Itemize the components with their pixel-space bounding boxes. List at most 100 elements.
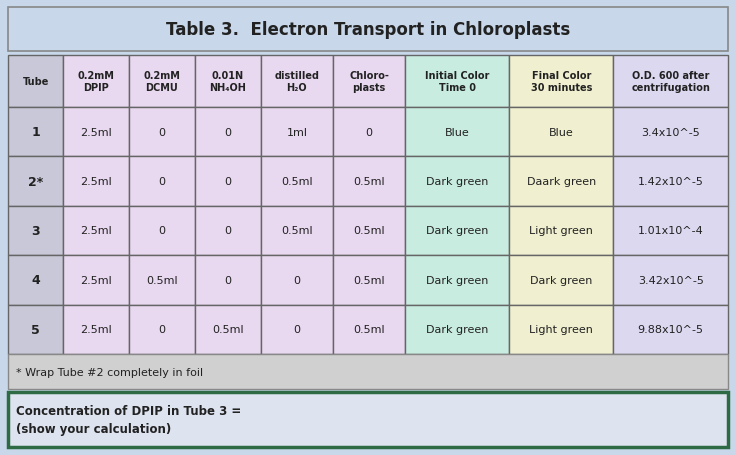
- Bar: [613, 207, 728, 256]
- Bar: [129, 305, 195, 354]
- Bar: [333, 157, 406, 207]
- Text: Blue: Blue: [549, 127, 573, 137]
- Text: Dark green: Dark green: [530, 275, 592, 285]
- Bar: [333, 207, 406, 256]
- Bar: [8, 108, 63, 157]
- Text: 0: 0: [158, 127, 166, 137]
- Bar: [63, 157, 129, 207]
- Bar: [613, 56, 728, 108]
- Text: Dark green: Dark green: [426, 275, 489, 285]
- Bar: [333, 256, 406, 305]
- Text: 3.42x10^-5: 3.42x10^-5: [637, 275, 704, 285]
- Text: * Wrap Tube #2 completely in foil: * Wrap Tube #2 completely in foil: [16, 367, 203, 377]
- Text: 2.5ml: 2.5ml: [80, 177, 112, 187]
- Text: Light green: Light green: [529, 226, 593, 236]
- Bar: [509, 256, 613, 305]
- Bar: [509, 56, 613, 108]
- Bar: [333, 305, 406, 354]
- Text: 0.5ml: 0.5ml: [353, 324, 385, 334]
- Text: 0.5ml: 0.5ml: [353, 226, 385, 236]
- Text: 0: 0: [158, 324, 166, 334]
- Text: 0.5ml: 0.5ml: [353, 177, 385, 187]
- Text: 0: 0: [158, 177, 166, 187]
- Bar: [8, 256, 63, 305]
- Text: Dark green: Dark green: [426, 226, 489, 236]
- Bar: [63, 56, 129, 108]
- Text: 0: 0: [366, 127, 372, 137]
- Text: Daark green: Daark green: [527, 177, 596, 187]
- Bar: [261, 207, 333, 256]
- Text: Tube: Tube: [22, 77, 49, 87]
- Text: 0: 0: [294, 324, 300, 334]
- Bar: [195, 108, 261, 157]
- Text: 0: 0: [224, 127, 231, 137]
- Bar: [509, 157, 613, 207]
- Bar: [129, 256, 195, 305]
- Text: Chloro-
plasts: Chloro- plasts: [349, 71, 389, 93]
- Bar: [8, 392, 728, 447]
- Text: 0.01N
NH₄OH: 0.01N NH₄OH: [209, 71, 247, 93]
- Bar: [406, 157, 509, 207]
- Bar: [406, 305, 509, 354]
- Bar: [509, 207, 613, 256]
- Text: Dark green: Dark green: [426, 177, 489, 187]
- Bar: [509, 108, 613, 157]
- Text: Dark green: Dark green: [426, 324, 489, 334]
- Text: 2.5ml: 2.5ml: [80, 324, 112, 334]
- Text: 0.5ml: 0.5ml: [212, 324, 244, 334]
- Bar: [261, 157, 333, 207]
- Bar: [195, 305, 261, 354]
- Text: Blue: Blue: [445, 127, 470, 137]
- Bar: [333, 108, 406, 157]
- Bar: [613, 305, 728, 354]
- Text: Concentration of DPIP in Tube 3 =: Concentration of DPIP in Tube 3 =: [16, 404, 241, 417]
- Text: 0: 0: [224, 226, 231, 236]
- Bar: [406, 207, 509, 256]
- Text: 0: 0: [158, 226, 166, 236]
- Text: 3.4x10^-5: 3.4x10^-5: [641, 127, 700, 137]
- Bar: [63, 207, 129, 256]
- Text: 2.5ml: 2.5ml: [80, 275, 112, 285]
- Bar: [195, 256, 261, 305]
- Bar: [129, 108, 195, 157]
- Text: 0.5ml: 0.5ml: [353, 275, 385, 285]
- Text: 1ml: 1ml: [286, 127, 308, 137]
- Bar: [406, 108, 509, 157]
- Bar: [63, 305, 129, 354]
- Text: 0.2mM
DPIP: 0.2mM DPIP: [78, 71, 115, 93]
- Bar: [261, 305, 333, 354]
- Bar: [8, 56, 63, 108]
- Text: 1.01x10^-4: 1.01x10^-4: [638, 226, 704, 236]
- Bar: [129, 56, 195, 108]
- Text: 0.2mM
DCMU: 0.2mM DCMU: [144, 71, 180, 93]
- Text: 2.5ml: 2.5ml: [80, 226, 112, 236]
- Bar: [8, 207, 63, 256]
- Text: (show your calculation): (show your calculation): [16, 422, 171, 435]
- Bar: [261, 256, 333, 305]
- Bar: [8, 8, 728, 52]
- Text: 3: 3: [32, 224, 40, 238]
- Text: 0.5ml: 0.5ml: [146, 275, 178, 285]
- Text: Initial Color
Time 0: Initial Color Time 0: [425, 71, 489, 93]
- Text: Light green: Light green: [529, 324, 593, 334]
- Text: distilled
H₂O: distilled H₂O: [275, 71, 319, 93]
- Text: 2*: 2*: [28, 175, 43, 188]
- Text: Final Color
30 minutes: Final Color 30 minutes: [531, 71, 592, 93]
- Bar: [261, 56, 333, 108]
- Text: O.D. 600 after
centrifugation: O.D. 600 after centrifugation: [631, 71, 710, 93]
- Bar: [195, 207, 261, 256]
- Bar: [8, 157, 63, 207]
- Bar: [406, 56, 509, 108]
- Bar: [129, 207, 195, 256]
- Bar: [613, 108, 728, 157]
- Text: 9.88x10^-5: 9.88x10^-5: [637, 324, 704, 334]
- Text: 0: 0: [224, 275, 231, 285]
- Bar: [195, 157, 261, 207]
- Bar: [333, 56, 406, 108]
- Bar: [63, 256, 129, 305]
- Text: 5: 5: [31, 323, 40, 336]
- Bar: [8, 354, 728, 389]
- Text: 0: 0: [294, 275, 300, 285]
- Text: 1.42x10^-5: 1.42x10^-5: [637, 177, 704, 187]
- Bar: [613, 256, 728, 305]
